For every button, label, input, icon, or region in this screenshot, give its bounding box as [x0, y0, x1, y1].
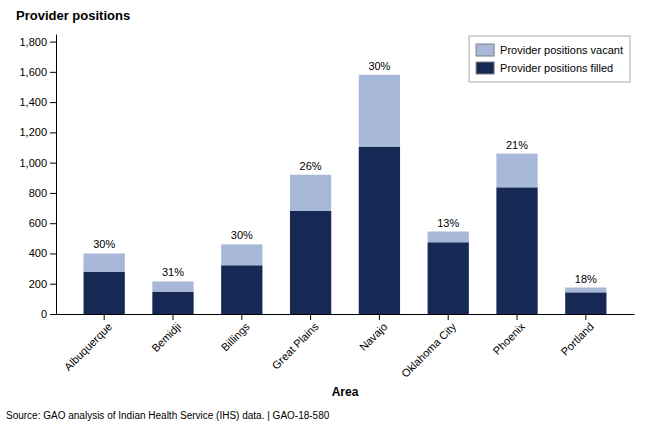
tick-mark: [50, 223, 56, 224]
tick: 600: [29, 217, 56, 229]
legend-item: Provider positions filled: [476, 62, 613, 74]
series: [84, 75, 607, 292]
legend-swatch: [476, 62, 494, 74]
bar: [359, 147, 400, 314]
bars: [84, 75, 607, 314]
tick-label: 600: [29, 217, 47, 229]
tick-mark: [310, 314, 311, 320]
bar: [152, 281, 193, 291]
bar: [290, 175, 331, 211]
tick: Albuquerque: [62, 314, 115, 373]
tick-mark: [585, 314, 586, 320]
source: Source: GAO analysis of Indian Health Se…: [6, 410, 330, 421]
tick-mark: [104, 314, 105, 320]
annotation: 13%: [437, 217, 459, 229]
tick-mark: [50, 314, 56, 315]
tick: 400: [29, 247, 56, 259]
legend-label: Provider positions filled: [500, 62, 613, 74]
annotation: 30%: [93, 238, 115, 250]
tick-label: 200: [29, 278, 47, 290]
tick-label: Bemidji: [149, 320, 183, 354]
bar: [152, 292, 193, 314]
bar: [221, 244, 262, 265]
y-axis-title: Provider positions: [16, 8, 130, 23]
tick-mark: [50, 284, 56, 285]
annotation: 30%: [231, 229, 253, 241]
legend-item: Provider positions vacant: [476, 44, 623, 56]
tick: 800: [29, 187, 56, 199]
annotation: 31%: [162, 266, 184, 278]
tick-mark: [517, 314, 518, 320]
bar: [359, 75, 400, 147]
series: [84, 147, 607, 314]
tick-mark: [50, 102, 56, 103]
tick: 1,400: [19, 96, 56, 108]
bar: [428, 242, 469, 314]
tick-label: 400: [29, 247, 47, 259]
annotation: 18%: [575, 273, 597, 285]
bar: [84, 253, 125, 271]
tick-mark: [50, 193, 56, 194]
tick-label: Billings: [219, 320, 252, 353]
bar: [221, 265, 262, 314]
x-axis-title: Area: [332, 385, 359, 399]
annotation: 26%: [300, 160, 322, 172]
y-axis: 0 200 400 600 800 1,000 1,200 1,400 1,600 1,800: [19, 35, 56, 321]
tick: 0: [41, 308, 56, 320]
tick-label: 1,000: [19, 157, 47, 169]
tick-label: 1,800: [19, 36, 47, 48]
tick-label: 800: [29, 187, 47, 199]
legend-label: Provider positions vacant: [500, 44, 623, 56]
tick-label: 1,400: [19, 96, 47, 108]
tick-mark: [241, 314, 242, 320]
tick: Great Plains: [269, 314, 321, 372]
tick-mark: [50, 42, 56, 43]
chart: 30% 31% 30% 26% 30% 13% 21% 18% 0 200 400 600 800 1,0…: [0, 0, 650, 426]
axis-line: [56, 35, 57, 315]
bar: [496, 187, 537, 314]
tick-mark: [50, 253, 56, 254]
annotation: 21%: [506, 139, 528, 151]
tick-label: Portland: [558, 320, 595, 357]
axis-line: [57, 314, 635, 315]
tick: 1,000: [19, 157, 56, 169]
tick-mark: [50, 163, 56, 164]
tick: Phoenix: [491, 314, 528, 357]
tick: 1,800: [19, 36, 56, 48]
tick-label: Great Plains: [269, 320, 321, 372]
annotations: 30% 31% 30% 26% 30% 13% 21% 18%: [93, 60, 597, 285]
bar: [496, 154, 537, 188]
legend: Provider positions vacant Provider positi…: [469, 36, 630, 82]
tick: 1,200: [19, 126, 56, 138]
tick-mark: [50, 72, 56, 73]
tick-label: Navajo: [357, 320, 390, 353]
bar: [84, 272, 125, 314]
legend-swatch: [476, 44, 494, 56]
tick-mark: [50, 132, 56, 133]
bar: [290, 211, 331, 314]
tick: Bemidji: [149, 314, 183, 354]
plot: 30% 31% 30% 26% 30% 13% 21% 18% 0 200 400 600 800 1,0…: [19, 35, 634, 380]
bar: [565, 292, 606, 314]
bar: [428, 232, 469, 243]
tick: Navajo: [357, 314, 390, 353]
tick-label: 1,200: [19, 126, 47, 138]
x-axis: Albuquerque Bemidji Billings Great Plains Na…: [57, 314, 635, 380]
tick-label: Albuquerque: [62, 320, 115, 373]
tick-label: Oklahoma City: [399, 320, 459, 380]
tick: Oklahoma City: [399, 314, 459, 380]
tick-label: 0: [41, 308, 47, 320]
tick-label: 1,600: [19, 66, 47, 78]
tick: Portland: [558, 314, 595, 358]
tick: 200: [29, 278, 56, 290]
tick-mark: [172, 314, 173, 320]
tick-mark: [379, 314, 380, 320]
legend-frame: [469, 36, 630, 82]
tick: 1,600: [19, 66, 56, 78]
tick-mark: [448, 314, 449, 320]
annotation: 30%: [368, 60, 390, 72]
tick: Billings: [219, 314, 252, 353]
tick-label: Phoenix: [491, 320, 528, 357]
bar: [565, 288, 606, 293]
